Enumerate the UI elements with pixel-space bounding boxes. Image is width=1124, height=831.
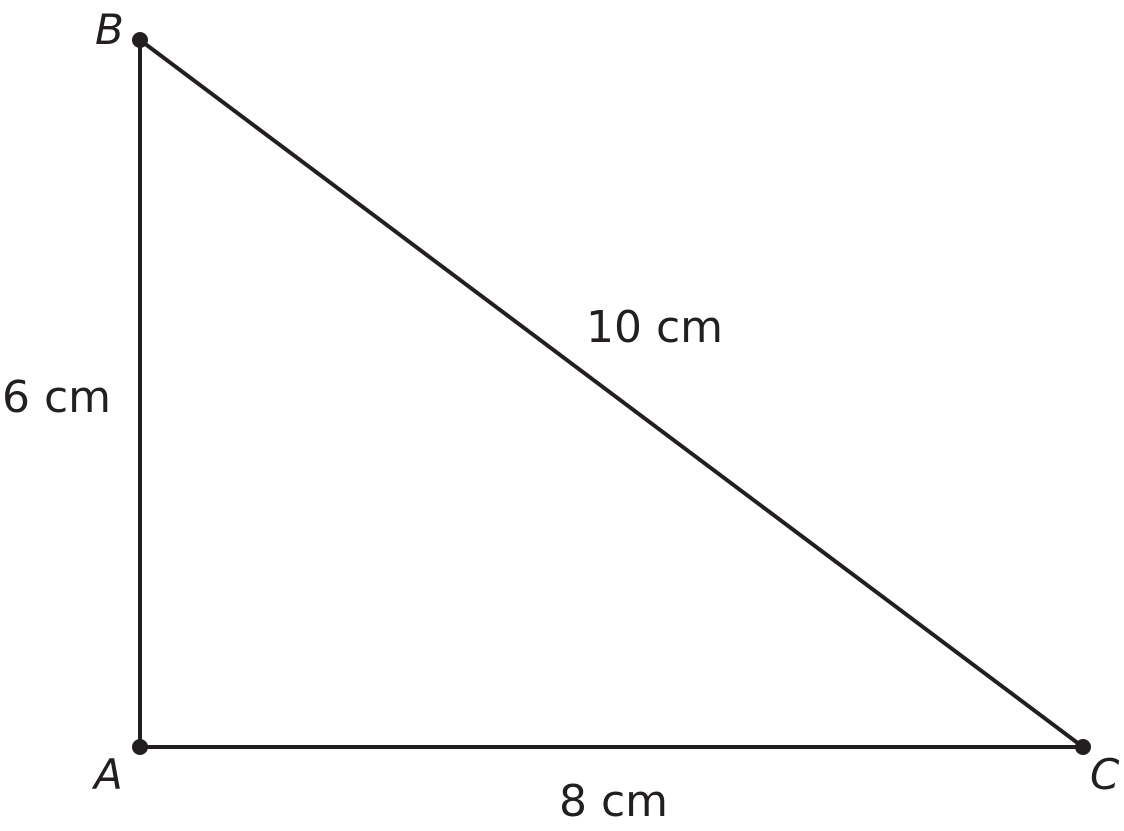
side-ac-length: 8 cm [559,776,668,827]
label-b: B [95,5,124,54]
label-c: C [1090,750,1120,799]
side-bc-length: 10 cm [586,302,723,353]
point-c [1075,739,1091,755]
label-a: A [91,750,123,799]
side-ab-length: 6 cm [2,372,111,423]
side-bc [138,38,1085,749]
point-a [132,739,148,755]
point-b [132,32,148,48]
